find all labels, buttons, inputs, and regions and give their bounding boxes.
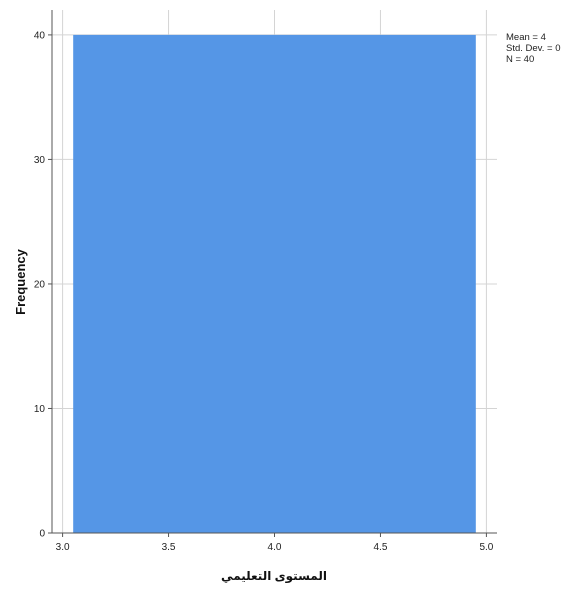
- bars-group: [73, 34, 476, 534]
- histogram-bar: [73, 34, 476, 534]
- y-tick-label: 10: [34, 404, 46, 415]
- x-tick-label: 3.0: [56, 542, 70, 553]
- y-tick-label: 0: [39, 529, 45, 540]
- stat-n: N = 40: [506, 54, 534, 65]
- axes-group: [48, 10, 497, 537]
- tick-labels-group: 0 10 20 30 40 3.0 3.5 4.0 4.5 5.0: [34, 30, 494, 553]
- y-tick-label: 20: [34, 279, 46, 290]
- x-axis-title: المستوى التعليمي: [221, 569, 327, 584]
- stat-mean: Mean = 4: [506, 32, 546, 43]
- x-tick-label: 3.5: [162, 542, 176, 553]
- y-tick-label: 30: [34, 155, 46, 166]
- statistics-box: Mean = 4 Std. Dev. = 0 N = 40: [506, 32, 560, 65]
- y-tick-label: 40: [34, 30, 46, 41]
- x-tick-label: 4.0: [268, 542, 282, 553]
- x-tick-label: 5.0: [479, 542, 493, 553]
- stat-std-dev: Std. Dev. = 0: [506, 43, 560, 54]
- y-axis-title: Frequency: [13, 248, 28, 315]
- x-tick-label: 4.5: [373, 542, 387, 553]
